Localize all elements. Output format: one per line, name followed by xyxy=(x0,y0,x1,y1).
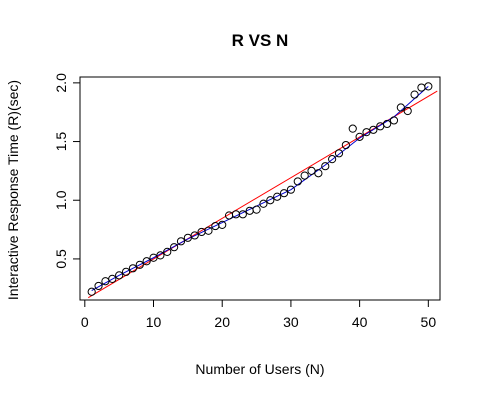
data-point xyxy=(341,140,350,150)
data-point xyxy=(279,189,289,198)
x-tick-label: 40 xyxy=(352,314,368,330)
data-point xyxy=(369,125,378,134)
x-tick-label: 0 xyxy=(81,314,89,330)
data-point xyxy=(204,226,213,235)
data-point xyxy=(142,257,151,266)
data-points-layer xyxy=(87,82,433,296)
data-point xyxy=(218,220,227,229)
y-tick-label: 1.5 xyxy=(53,132,69,152)
x-tick-label: 10 xyxy=(146,314,162,330)
data-point xyxy=(321,162,330,171)
data-point xyxy=(135,260,144,269)
data-point xyxy=(389,116,399,125)
y-axis: 0.5 1.0 1.5 2.0 xyxy=(53,73,81,269)
data-point xyxy=(108,274,117,283)
data-point xyxy=(307,166,316,175)
data-point xyxy=(128,264,138,273)
y-tick-label: 0.5 xyxy=(53,249,69,269)
data-point xyxy=(417,83,426,92)
y-tick-label: 1.0 xyxy=(53,190,69,210)
data-point xyxy=(286,185,296,194)
data-point xyxy=(403,106,412,116)
data-point xyxy=(115,271,124,280)
chart-title: R VS N xyxy=(232,31,289,50)
data-point xyxy=(121,267,131,276)
data-point xyxy=(170,243,179,252)
data-point xyxy=(355,132,364,141)
data-point xyxy=(94,281,103,291)
data-point xyxy=(238,210,247,219)
y-axis-label-group: Interactive Response Time (R)(sec) xyxy=(5,80,21,300)
data-point xyxy=(334,149,344,158)
data-point xyxy=(156,251,165,260)
data-point xyxy=(314,169,323,178)
data-point xyxy=(259,199,268,208)
data-point xyxy=(293,177,302,186)
y-tick-label: 2.0 xyxy=(53,73,69,93)
data-point xyxy=(300,171,309,180)
data-point xyxy=(396,103,405,112)
data-point xyxy=(410,90,419,99)
plot-frame xyxy=(79,76,441,301)
x-tick-label: 50 xyxy=(421,314,437,330)
data-point xyxy=(348,124,357,133)
x-tick-label: 30 xyxy=(283,314,299,330)
data-point xyxy=(87,287,96,296)
data-point xyxy=(266,196,275,205)
x-axis-label: Number of Users (N) xyxy=(195,361,324,377)
data-point xyxy=(190,231,199,240)
y-axis-label: Interactive Response Time (R)(sec) xyxy=(5,80,21,300)
smooth-line-layer xyxy=(91,86,429,292)
data-point xyxy=(273,192,282,201)
data-point xyxy=(424,82,433,91)
x-axis: 0 10 20 30 40 50 xyxy=(81,299,437,330)
data-point xyxy=(176,237,186,246)
smooth-line xyxy=(91,86,429,292)
data-point xyxy=(163,247,172,256)
data-point xyxy=(252,205,261,214)
data-point xyxy=(382,119,392,129)
data-point xyxy=(328,155,337,164)
x-tick-label: 20 xyxy=(214,314,230,330)
